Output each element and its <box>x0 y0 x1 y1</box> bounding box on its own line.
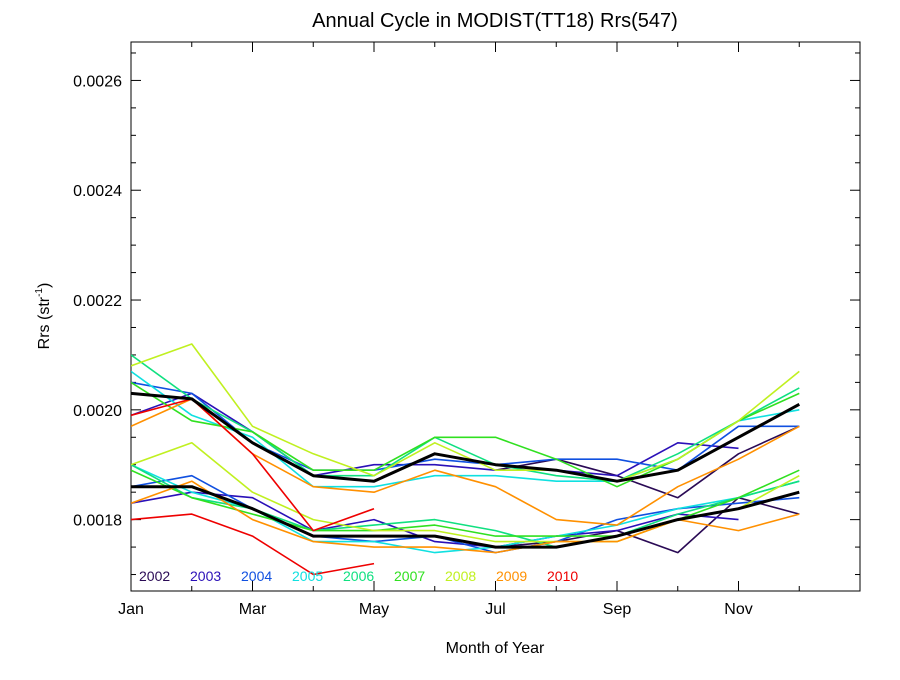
legend-entry-2009: 2009 <box>496 568 527 584</box>
y-tick-label: 0.0022 <box>73 293 122 310</box>
series-line-2006-lower <box>131 463 800 548</box>
series-line-2006-upper <box>131 354 800 482</box>
series-lines <box>131 343 801 576</box>
x-tick-label: Jan <box>118 601 144 618</box>
legend-entry-2007: 2007 <box>394 568 425 584</box>
series-line-2003-lower <box>131 491 739 548</box>
series-line-2010-lower <box>131 513 375 576</box>
x-axis-label: Month of Year <box>446 640 545 657</box>
x-tick-label: Mar <box>239 601 267 618</box>
x-tick-label: Jul <box>485 601 505 618</box>
series-line-mean-lower <box>131 485 800 549</box>
axis-tick-labels: Jan Mar May Jul Sep Nov 0.0018 0.0020 0.0022 0.00… <box>73 73 753 618</box>
y-axis-label: Rrs (str-1) <box>34 283 53 350</box>
x-tick-label: May <box>359 601 389 618</box>
series-line-mean-upper <box>131 391 801 483</box>
series-line-2009-lower <box>131 480 800 554</box>
svg-text:Rrs (str-1): Rrs (str-1) <box>34 283 53 350</box>
legend: 2002 2003 2004 2005 2006 2007 2008 2009 2010 <box>139 568 578 584</box>
plot-frame <box>130 41 861 592</box>
legend-entry-2010: 2010 <box>547 568 578 584</box>
y-axis-label-superscript: -1 <box>34 288 45 297</box>
y-axis-label-close: ) <box>36 283 53 288</box>
y-tick-label: 0.0020 <box>73 403 122 420</box>
y-tick-label: 0.0026 <box>73 73 122 90</box>
y-axis-label-main: Rrs (str <box>36 296 53 349</box>
legend-entry-2008: 2008 <box>445 568 476 584</box>
legend-entry-2003: 2003 <box>190 568 221 584</box>
series-line-2002-lower <box>495 496 800 554</box>
legend-entry-2005: 2005 <box>292 568 323 584</box>
series-line-2004-lower <box>131 474 800 554</box>
x-tick-label: Nov <box>724 601 752 618</box>
y-tick-label: 0.0024 <box>73 183 122 200</box>
series-line-2003-upper <box>131 392 739 477</box>
chart-title: Annual Cycle in MODIST(TT18) Rrs(547) <box>312 10 678 32</box>
series-line-2007-lower <box>131 469 800 537</box>
axis-ticks <box>130 42 860 591</box>
legend-entry-2006: 2006 <box>343 568 374 584</box>
legend-entry-2002: 2002 <box>139 568 170 584</box>
y-tick-label: 0.0018 <box>73 513 122 530</box>
series-line-2010-upper <box>131 398 375 532</box>
legend-entry-2004: 2004 <box>241 568 272 584</box>
x-tick-label: Sep <box>603 601 632 618</box>
series-line-2002-upper <box>495 425 800 499</box>
series-line-2008-upper <box>131 343 800 482</box>
